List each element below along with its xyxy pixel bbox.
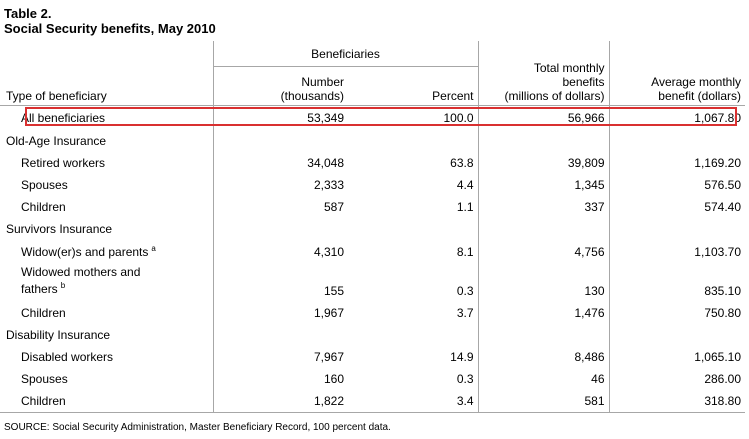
row-disabled-workers: Disabled workers 7,967 14.9 8,486 1,065.… — [0, 346, 746, 368]
row-retired-workers: Retired workers 34,048 63.8 39,809 1,169… — [0, 152, 746, 174]
header-total-monthly-benefits: Total monthly benefits (millions of doll… — [477, 41, 610, 106]
table-caption: Social Security benefits, May 2010 — [4, 21, 216, 36]
table-title: Table 2. Social Security benefits, May 2… — [4, 6, 216, 36]
cell-total: 4,756 — [477, 240, 610, 264]
row-label: Retired workers — [21, 156, 106, 170]
header-number: Number (thousands) — [212, 66, 348, 106]
row-label: Children — [21, 200, 66, 214]
header-percent: Percent — [348, 66, 479, 106]
cell-percent: 1.1 — [456, 200, 474, 214]
cell-number: 1,967 — [212, 302, 348, 324]
row-widowed-mothers-and-fathers: Widowed mothers and fathers b 155 0.3 130… — [0, 264, 746, 302]
cell-percent: 100.0 — [443, 111, 474, 125]
cell-total: 130 — [477, 264, 610, 302]
cell-average: 1,169.20 — [608, 152, 746, 174]
cell-total: 8,486 — [477, 346, 610, 368]
cell-total: 56,966 — [477, 105, 610, 130]
cell-total: 581 — [477, 390, 610, 413]
cell-number: 53,349 — [212, 105, 348, 130]
row-si-children: Children 1,967 3.7 1,476 750.80 — [0, 302, 746, 324]
cell-percent: 8.1 — [456, 245, 474, 259]
cell-percent: 3.4 — [348, 390, 479, 413]
cell-total: 46 — [477, 368, 610, 390]
benefits-table: Type of beneficiary Beneficiaries Total … — [0, 41, 746, 413]
cell-number: 4,310 — [212, 240, 348, 264]
cell-total: 337 — [477, 196, 610, 218]
cell-average: 1,065.10 — [608, 346, 746, 368]
cell-average: 1,067.80 — [608, 105, 746, 130]
cell-percent: 4.4 — [456, 178, 474, 192]
cell-average: 318.80 — [608, 390, 746, 413]
cell-number: 2,333 — [212, 174, 348, 196]
section-label: Survivors Insurance — [6, 222, 113, 236]
cell-total: 1,476 — [477, 302, 610, 324]
row-label: Children — [0, 390, 213, 413]
section-disability-insurance: Disability Insurance — [0, 324, 746, 346]
cell-average: 750.80 — [608, 302, 746, 324]
cell-average: 574.40 — [608, 196, 746, 218]
cell-total: 1,345 — [477, 174, 610, 196]
cell-average: 1,103.70 — [608, 240, 746, 264]
header-beneficiaries-group: Beneficiaries — [212, 41, 479, 67]
cell-percent: 14.9 — [450, 350, 474, 364]
cell-number: 160 — [212, 368, 348, 390]
header-type-of-beneficiary: Type of beneficiary — [0, 41, 213, 106]
cell-number: 7,967 — [212, 346, 348, 368]
section-label: Disability Insurance — [6, 328, 111, 342]
row-label: Widowed mothers and fathers b — [21, 265, 141, 296]
cell-number: 587 — [212, 196, 348, 218]
row-oai-children: Children 587 1.1 337 574.40 — [0, 196, 746, 218]
cell-number: 1,822 — [212, 390, 348, 413]
row-label: Spouses — [21, 372, 68, 386]
header-average-monthly-benefit: Average monthly benefit (dollars) — [608, 41, 746, 106]
cell-percent: 63.8 — [450, 156, 474, 170]
section-old-age-insurance: Old-Age Insurance — [0, 130, 746, 152]
row-label: Spouses — [21, 178, 68, 192]
row-oai-spouses: Spouses 2,333 4.4 1,345 576.50 — [0, 174, 746, 196]
cell-total: 39,809 — [477, 152, 610, 174]
footnote-b: b — [60, 281, 66, 290]
row-label: All beneficiaries — [21, 111, 106, 125]
cell-number: 34,048 — [212, 152, 348, 174]
source-note: SOURCE: Social Security Administration, … — [4, 422, 391, 433]
section-label: Old-Age Insurance — [6, 134, 107, 148]
cell-percent: 0.3 — [456, 372, 474, 386]
row-di-children: Children 1,822 3.4 581 318.80 — [0, 390, 746, 413]
row-label: Children — [21, 306, 66, 320]
row-di-spouses: Spouses 160 0.3 46 286.00 — [0, 368, 746, 390]
cell-average: 576.50 — [608, 174, 746, 196]
row-all-beneficiaries: All beneficiaries 53,349 100.0 56,966 1,… — [0, 105, 746, 130]
footnote-a: a — [151, 244, 156, 253]
cell-percent: 3.7 — [456, 306, 474, 320]
section-survivors-insurance: Survivors Insurance — [0, 218, 746, 240]
row-label: Disabled workers — [21, 350, 114, 364]
row-widowers-and-parents: Widow(er)s and parents a 4,310 8.1 4,756 … — [0, 240, 746, 264]
row-label: Widow(er)s and parents a — [21, 244, 156, 260]
table-number: Table 2. — [4, 6, 52, 21]
cell-number: 155 — [212, 264, 348, 302]
cell-average: 835.10 — [608, 264, 746, 302]
cell-percent: 0.3 — [456, 284, 474, 298]
cell-average: 286.00 — [608, 368, 746, 390]
